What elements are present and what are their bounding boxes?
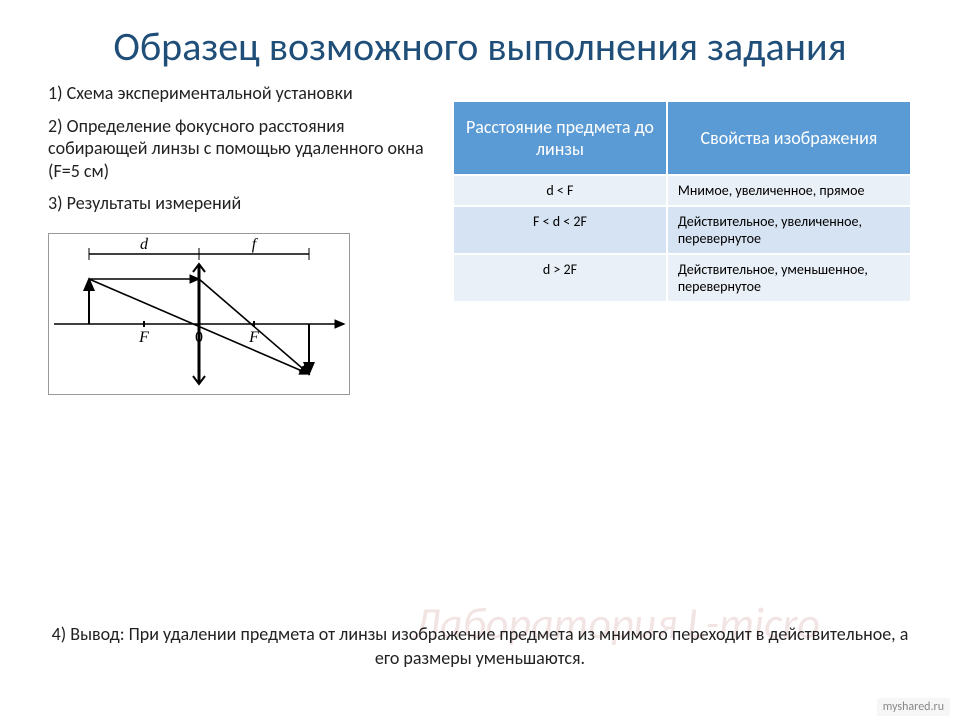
table-cell-properties: Действительное, уменьшенное, перевернуто… (667, 254, 911, 302)
svg-text:F: F (248, 329, 259, 346)
table-row: d > 2FДействительное, уменьшенное, перев… (453, 254, 911, 302)
left-column: 1) Схема экспериментальной установки 2) … (48, 82, 428, 400)
right-column: Расстояние предмета до линзы Свойства из… (452, 82, 912, 400)
table-cell-properties: Мнимое, увеличенное, прямое (667, 175, 911, 206)
share-badge: myshared.ru (877, 698, 950, 716)
content-row: 1) Схема экспериментальной установки 2) … (48, 82, 912, 400)
table-cell-properties: Действительное, увеличенное, перевернуто… (667, 206, 911, 254)
point-2: 2) Определение фокусного расстояния соби… (48, 115, 428, 183)
svg-text:d: d (140, 236, 149, 253)
table-cell-distance: d > 2F (453, 254, 667, 302)
point-1: 1) Схема экспериментальной установки (48, 82, 428, 105)
conclusion: 4) Вывод: При удалении предмета от линзы… (48, 623, 912, 670)
table-row: d < FМнимое, увеличенное, прямое (453, 175, 911, 206)
slide: Образец возможного выполнения задания 1)… (0, 0, 960, 720)
svg-text:0: 0 (195, 329, 203, 346)
results-table: Расстояние предмета до линзы Свойства из… (452, 100, 912, 303)
table-header-1: Расстояние предмета до линзы (453, 101, 667, 175)
table-cell-distance: F < d < 2F (453, 206, 667, 254)
page-title: Образец возможного выполнения задания (48, 24, 912, 70)
point-3: 3) Результаты измерений (48, 192, 428, 215)
table-cell-distance: d < F (453, 175, 667, 206)
optics-diagram: dfF0F (48, 233, 350, 395)
table-header-2: Свойства изображения (667, 101, 911, 175)
svg-text:F: F (138, 329, 149, 346)
table-row: F < d < 2FДействительное, увеличенное, п… (453, 206, 911, 254)
